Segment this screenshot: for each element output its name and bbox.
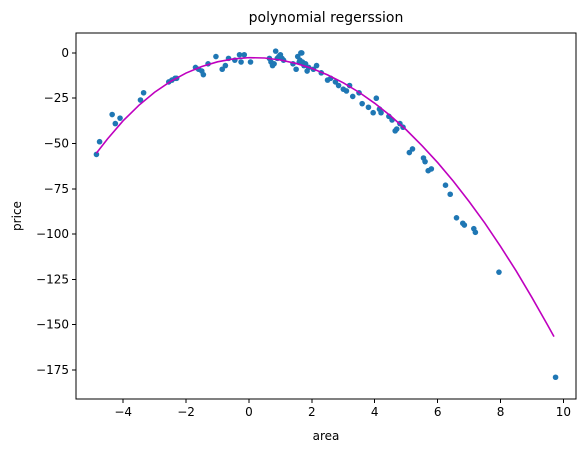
y-axis: 0 −25 −50 −75 −100 −125 −150 −175 <box>36 46 76 377</box>
scatter-point <box>370 109 376 116</box>
x-tick-label: 4 <box>371 405 379 419</box>
scatter-point <box>298 50 305 56</box>
scatter-point <box>409 146 416 152</box>
y-tick-label: −175 <box>36 363 69 377</box>
x-tick-label: 0 <box>245 405 253 419</box>
scatter-point <box>236 51 243 58</box>
scatter-point <box>335 82 342 89</box>
x-tick-label: 10 <box>556 405 571 419</box>
scatter-point <box>447 191 454 198</box>
x-tick-label: −2 <box>177 405 195 419</box>
scatter-point <box>241 51 248 58</box>
scatter-point <box>112 120 119 127</box>
x-tick-label: 8 <box>497 405 505 419</box>
scatter-point <box>271 61 277 67</box>
x-axis-label: area <box>313 429 340 443</box>
scatter-point <box>422 158 428 165</box>
y-tick-label: −25 <box>44 91 69 105</box>
scatter-point <box>293 66 299 73</box>
scatter-point <box>349 93 356 100</box>
x-tick-label: 6 <box>434 405 442 419</box>
scatter-point <box>247 59 254 65</box>
x-tick-label: −4 <box>114 405 132 419</box>
scatter-point <box>453 215 460 221</box>
scatter-point <box>472 229 479 236</box>
plot-area <box>93 48 559 381</box>
scatter-point <box>373 95 380 102</box>
scatter-point <box>378 109 384 116</box>
scatter-point <box>93 151 100 158</box>
scatter-point <box>428 166 435 172</box>
y-axis-label: price <box>10 201 24 231</box>
scatter-point <box>117 115 123 121</box>
scatter-point <box>332 79 339 85</box>
scatter-point <box>343 88 350 94</box>
scatter-point <box>461 222 468 228</box>
scatter-point <box>213 53 219 60</box>
y-tick-label: −150 <box>36 318 69 332</box>
y-tick-label: −75 <box>44 182 69 196</box>
scatter-point <box>552 374 559 381</box>
y-tick-label: −50 <box>44 137 69 151</box>
y-tick-label: −125 <box>36 272 69 286</box>
scatter-point <box>109 111 115 118</box>
y-tick-label: 0 <box>61 46 69 60</box>
x-tick-label: 2 <box>308 405 316 419</box>
scatter-point <box>359 100 365 107</box>
x-axis: −4 −2 0 2 4 6 8 10 <box>114 399 571 419</box>
scatter-point <box>442 182 449 188</box>
scatter-point <box>96 138 103 145</box>
chart-title: polynomial regerssion <box>249 10 404 26</box>
y-tick-label: −100 <box>36 227 69 241</box>
scatter-point <box>200 71 207 78</box>
scatter-point <box>496 269 502 275</box>
scatter-point <box>219 66 226 73</box>
scatter-point <box>313 62 320 69</box>
scatter-point <box>393 126 400 132</box>
scatter-point <box>272 48 279 54</box>
scatter-point <box>365 104 372 111</box>
scatter-point <box>222 62 229 69</box>
scatter-point <box>137 97 144 103</box>
scatter-point <box>140 89 147 96</box>
scatter-point <box>406 149 413 156</box>
scatter-point <box>238 59 244 65</box>
fit-line <box>95 56 555 338</box>
axes-frame <box>75 32 577 400</box>
axes-border <box>75 32 577 400</box>
